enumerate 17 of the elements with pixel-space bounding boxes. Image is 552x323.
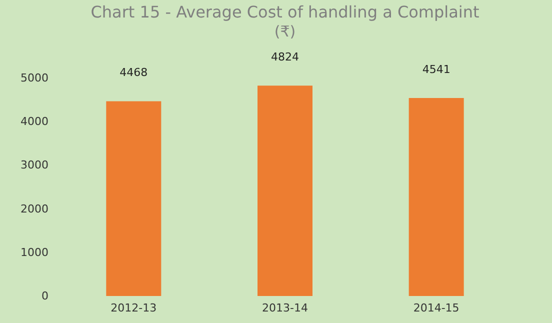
bar: [258, 86, 312, 296]
bar: [106, 101, 162, 296]
data-label: 4468: [120, 66, 148, 80]
x-tick-label: 2013-14: [262, 302, 308, 314]
y-tick-label: 4000: [20, 115, 48, 128]
chart-title: Chart 15 - Average Cost of handling a Complaint: [90, 2, 480, 22]
x-tick-label: 2012-13: [110, 302, 157, 314]
y-tick-label: 0: [42, 290, 48, 302]
data-label: 4824: [271, 50, 299, 64]
data-label: 4541: [422, 63, 450, 76]
chart-subtitle: (₹): [274, 22, 296, 41]
bar: [408, 98, 464, 296]
y-tick-label: 5000: [20, 72, 48, 84]
y-tick-label: 1000: [20, 246, 48, 259]
y-tick-label: 3000: [20, 158, 48, 172]
y-tick-label: 2000: [20, 202, 48, 216]
x-tick-label: 2014-15: [413, 302, 460, 314]
